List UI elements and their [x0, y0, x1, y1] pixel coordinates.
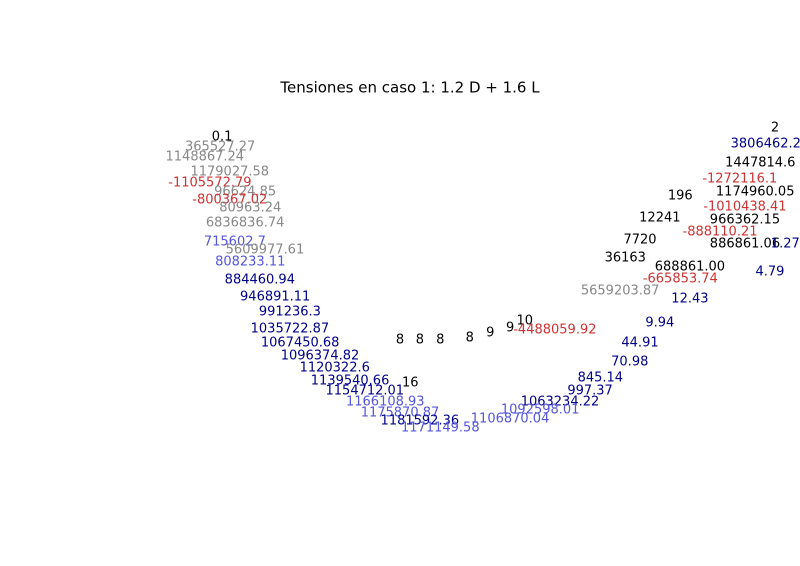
point-label: 3806462.21 — [731, 137, 800, 152]
point-label: -665853.74 — [643, 272, 718, 287]
point-label: 196 — [668, 188, 693, 203]
point-label: 1.27 — [771, 236, 800, 251]
point-label: -1010438.41 — [703, 200, 786, 215]
point-label: 1106870.04 — [471, 411, 550, 426]
point-label: 1067450.68 — [261, 336, 340, 351]
chart-title: Tensiones en caso 1: 1.2 D + 1.6 L — [279, 79, 540, 97]
point-label: 1447814.6 — [725, 155, 795, 170]
point-label: 1035722.87 — [251, 321, 330, 336]
point-label: 9 — [506, 321, 514, 336]
point-label: 9 — [486, 326, 494, 341]
point-label: 1148867.24 — [166, 150, 245, 165]
point-label: 1179027.58 — [190, 164, 269, 179]
point-label: 688861.00 — [655, 259, 725, 274]
point-label: 96624.85 — [214, 185, 276, 200]
point-label: 1171149.58 — [401, 420, 480, 435]
point-label: 1096374.82 — [281, 348, 360, 363]
point-label: 1174960.05 — [716, 185, 795, 200]
point-label: 1092598.01 — [501, 402, 580, 417]
point-label: -1105572.79 — [168, 176, 251, 191]
point-label: -1272116.1 — [702, 171, 777, 186]
point-label: 1120322.6 — [300, 361, 370, 376]
point-label: 70.98 — [611, 354, 648, 369]
point-label: 16 — [402, 376, 419, 391]
point-label: 966362.15 — [710, 212, 780, 227]
point-label: 808233.11 — [215, 255, 285, 270]
point-label: -800367.02 — [192, 193, 267, 208]
point-label: 1175870.87 — [361, 406, 440, 421]
point-label: 80963.24 — [219, 201, 281, 216]
point-label: 12.43 — [671, 291, 708, 306]
point-label: 8 — [396, 332, 404, 347]
point-label: 44.91 — [621, 336, 658, 351]
point-label: 1166108.93 — [346, 394, 425, 409]
point-label: 4.79 — [755, 265, 784, 280]
point-label: 8 — [416, 332, 424, 347]
point-label: 12241 — [639, 210, 680, 225]
point-label: 2 — [771, 121, 779, 136]
point-label: 365527.27 — [185, 139, 255, 154]
point-label: 0.1 — [212, 129, 233, 144]
point-label: -4488059.92 — [513, 322, 596, 337]
point-label: 715602.7 — [204, 234, 266, 249]
point-label: 991236.3 — [259, 305, 321, 320]
point-label: 884460.94 — [225, 273, 295, 288]
point-label: 6836836.74 — [206, 216, 285, 231]
point-label: 5659203.87 — [581, 283, 660, 298]
point-label: 9.94 — [645, 315, 674, 330]
point-label: 1154712.01 — [326, 384, 405, 399]
point-label: 886861.06 — [710, 236, 780, 251]
point-label: 10 — [517, 313, 534, 328]
point-label: 997.37 — [567, 384, 613, 399]
point-label: 8 — [466, 330, 474, 345]
point-label: 845.14 — [578, 370, 624, 385]
point-label: 1139540.66 — [311, 374, 390, 389]
point-label: 946891.11 — [240, 289, 310, 304]
point-label: 7720 — [623, 233, 656, 248]
point-label: 1181592.36 — [381, 414, 460, 429]
point-label: 5609977.61 — [226, 242, 305, 257]
point-label: 36163 — [605, 250, 646, 265]
point-label: 8 — [436, 332, 444, 347]
point-label: -888110.21 — [683, 225, 758, 240]
point-label: 1063234.22 — [521, 394, 600, 409]
